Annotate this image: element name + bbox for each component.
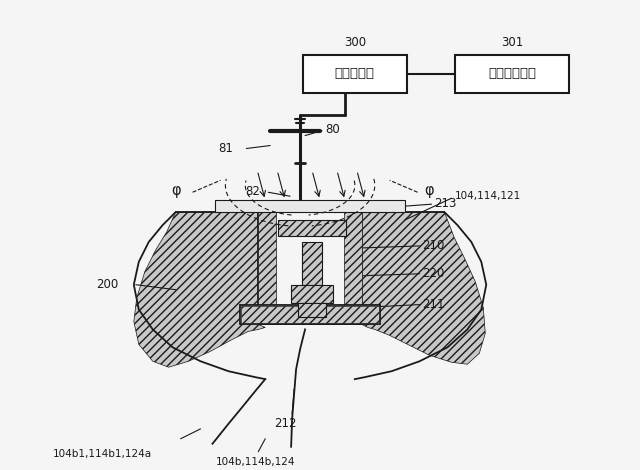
Bar bbox=[241, 305, 380, 324]
Polygon shape bbox=[134, 212, 265, 367]
Text: 104,114,121: 104,114,121 bbox=[454, 191, 521, 201]
Bar bbox=[298, 303, 326, 316]
Text: 80: 80 bbox=[325, 123, 340, 136]
Text: 200: 200 bbox=[96, 278, 118, 291]
Bar bbox=[259, 212, 362, 324]
Text: 104b,114b,124: 104b,114b,124 bbox=[216, 457, 295, 467]
Bar bbox=[303, 55, 407, 93]
Text: 82: 82 bbox=[245, 185, 260, 198]
Bar bbox=[278, 220, 346, 236]
Bar bbox=[241, 306, 379, 323]
Polygon shape bbox=[362, 212, 485, 364]
Text: φ: φ bbox=[171, 183, 180, 198]
Text: 300: 300 bbox=[344, 36, 366, 49]
Text: 213: 213 bbox=[435, 196, 457, 210]
Bar bbox=[344, 212, 362, 324]
Text: 220: 220 bbox=[422, 267, 445, 280]
Text: 210: 210 bbox=[422, 239, 445, 252]
Bar bbox=[291, 285, 333, 303]
Text: 104b1,114b1,124a: 104b1,114b1,124a bbox=[53, 449, 152, 459]
Text: 上位システム: 上位システム bbox=[488, 68, 536, 80]
Text: 81: 81 bbox=[218, 142, 234, 155]
Text: リーダ装置: リーダ装置 bbox=[335, 68, 375, 80]
Bar bbox=[302, 242, 322, 285]
Text: 212: 212 bbox=[274, 417, 296, 431]
Text: φ: φ bbox=[425, 183, 435, 198]
Text: 301: 301 bbox=[501, 36, 524, 49]
Bar bbox=[216, 200, 404, 212]
Text: 211: 211 bbox=[422, 298, 445, 311]
Bar bbox=[455, 55, 570, 93]
Bar bbox=[259, 212, 276, 324]
